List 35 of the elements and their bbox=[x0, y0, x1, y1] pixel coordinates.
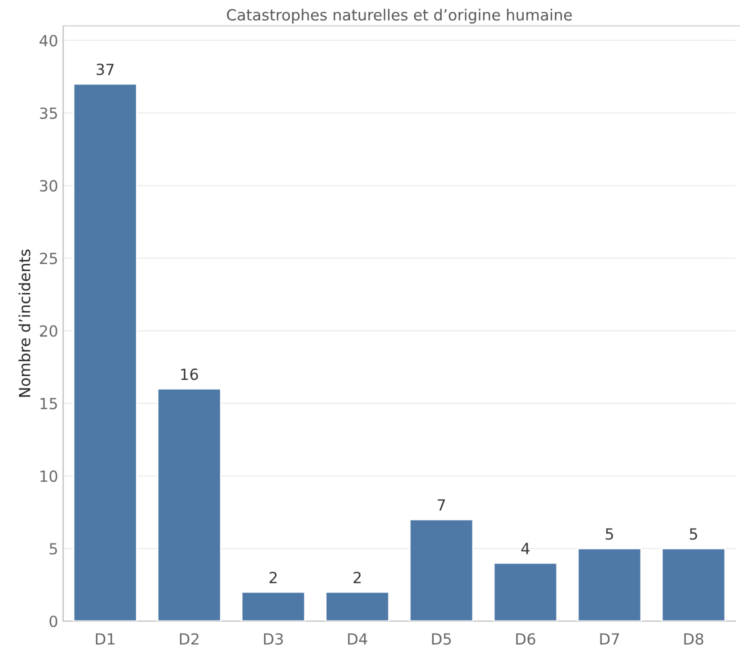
x-tick-label: D7 bbox=[600, 633, 619, 645]
y-tick-label: 40 bbox=[40, 34, 58, 46]
data-label: 2 bbox=[354, 572, 361, 584]
y-tick-label: 15 bbox=[40, 398, 57, 410]
data-label: 4 bbox=[521, 542, 530, 554]
data-label: 5 bbox=[690, 528, 698, 540]
bar bbox=[661, 548, 726, 622]
bar bbox=[325, 591, 390, 622]
y-tick-label: 35 bbox=[40, 107, 57, 120]
y-tick-label: 25 bbox=[40, 252, 57, 264]
x-tick-label: D1 bbox=[96, 633, 115, 645]
y-tick-label: 20 bbox=[40, 325, 58, 337]
x-tick-label: D8 bbox=[684, 633, 704, 645]
bar bbox=[157, 388, 222, 622]
data-label: 7 bbox=[438, 499, 445, 511]
y-tick-label: 0 bbox=[50, 616, 58, 628]
bar bbox=[241, 591, 306, 622]
x-tick-label: D5 bbox=[432, 633, 451, 645]
data-label: 2 bbox=[270, 572, 277, 584]
bar bbox=[409, 518, 474, 622]
y-tick-label: 30 bbox=[40, 180, 58, 192]
x-tick-label: D6 bbox=[516, 633, 536, 645]
data-label: 16 bbox=[181, 368, 198, 380]
chart-title: Catastrophes naturelles et d’origine humaine bbox=[226, 8, 572, 24]
y-tick-label: 5 bbox=[50, 543, 57, 555]
y-tick-label: 10 bbox=[40, 470, 58, 482]
data-label: 5 bbox=[606, 528, 614, 540]
x-tick-label: D4 bbox=[348, 633, 368, 645]
x-tick-label: D3 bbox=[264, 633, 283, 645]
bar bbox=[493, 562, 558, 622]
data-label: 37 bbox=[96, 64, 114, 76]
x-tick-label: D2 bbox=[180, 633, 198, 645]
bar bbox=[577, 548, 642, 622]
bar bbox=[72, 83, 138, 622]
y-axis-title: Nombre d’incidents bbox=[18, 250, 30, 397]
